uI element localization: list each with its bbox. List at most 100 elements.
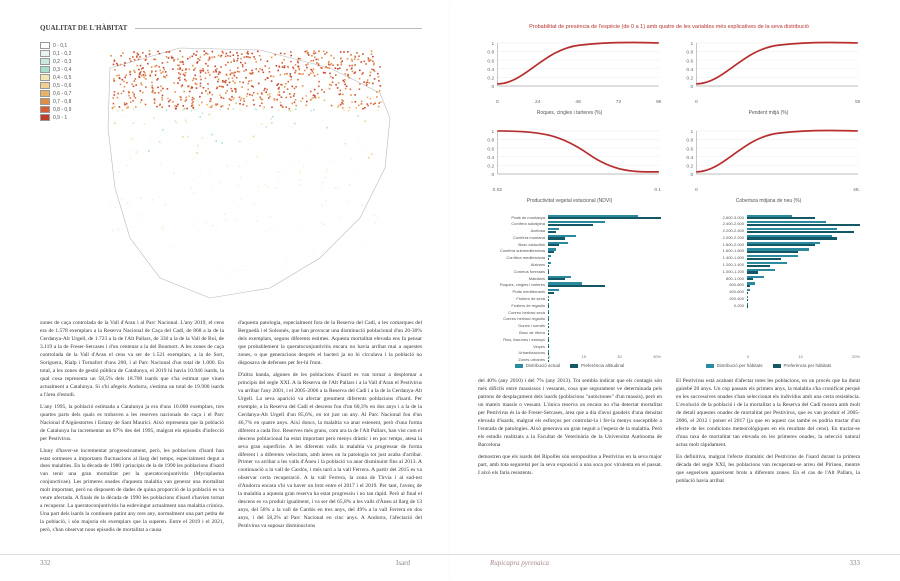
paragraph: d'aquesta patologia, especialment fora d… bbox=[238, 320, 422, 368]
svg-text:0.8: 0.8 bbox=[686, 138, 693, 144]
svg-text:0.4: 0.4 bbox=[686, 155, 693, 161]
svg-text:55: 55 bbox=[855, 99, 860, 105]
svg-text:1: 1 bbox=[491, 129, 494, 135]
habitat-title: QUALITAT DE L'HÀBITAT bbox=[40, 24, 127, 32]
svg-text:0: 0 bbox=[695, 99, 698, 105]
svg-text:48: 48 bbox=[575, 99, 581, 105]
svg-text:0.2: 0.2 bbox=[487, 164, 494, 170]
paragraph: del 40% (any 2010) i del 7% (any 2013). … bbox=[478, 378, 662, 450]
hbar-row: 2.000-2.200 bbox=[677, 234, 860, 240]
hbar-row: Conífera submediterrània bbox=[478, 248, 661, 254]
legend-row: 0,9 - 1 bbox=[40, 114, 88, 121]
habitat-header: QUALITAT DE L'HÀBITAT bbox=[40, 24, 422, 32]
hbar-row: Prats mediterranis bbox=[478, 289, 661, 295]
svg-text:0: 0 bbox=[695, 187, 698, 193]
svg-text:1: 1 bbox=[690, 129, 693, 135]
page-number: 332 bbox=[40, 559, 51, 567]
paragraph: zones de caça controlada de la Vall d'Ar… bbox=[40, 320, 224, 400]
legend-row: 0,4 - 0,5 bbox=[40, 74, 88, 81]
hbar-row: Conreu herbaci secà bbox=[478, 309, 661, 315]
svg-text:0.2: 0.2 bbox=[686, 164, 693, 170]
hbar-row: Dunes i sorrals bbox=[478, 323, 661, 329]
body-text-right: del 40% (any 2010) i del 7% (any 2013). … bbox=[478, 378, 860, 486]
svg-text:0.6: 0.6 bbox=[686, 58, 693, 64]
hbar-row: Urbanitzacions bbox=[478, 350, 661, 356]
legend-row: 0 - 0,1 bbox=[40, 42, 88, 49]
response-chart: 00.20.40.60.81 024487296 Roques, cingles… bbox=[478, 36, 661, 116]
hbar-row: Conreu herbaci regadiu bbox=[478, 316, 661, 322]
hbar-row: 1.000-1.200 bbox=[677, 268, 860, 274]
svg-text:0.6: 0.6 bbox=[487, 146, 494, 152]
hbar-row: Avetosa bbox=[478, 228, 661, 234]
response-chart: 00.20.40.60.81 048.2 Cobertura mitjana d… bbox=[677, 124, 860, 204]
hbar-row: 0-200 bbox=[677, 302, 860, 308]
chart-grid: 00.20.40.60.81 024487296 Roques, cingles… bbox=[478, 36, 860, 204]
hbar-row: 1.600-1.800 bbox=[677, 248, 860, 254]
legend-row: 0,1 - 0,2 bbox=[40, 50, 88, 57]
svg-text:0.8: 0.8 bbox=[487, 50, 494, 56]
svg-text:1: 1 bbox=[491, 41, 494, 47]
hbar-row: 1.400-1.600 bbox=[677, 255, 860, 261]
hbar-row: Vinyes bbox=[478, 343, 661, 349]
svg-text:0.2: 0.2 bbox=[487, 76, 494, 82]
svg-text:0.4: 0.4 bbox=[686, 67, 693, 73]
legend-row: 0,8 - 0,9 bbox=[40, 106, 88, 113]
svg-text:48.2: 48.2 bbox=[853, 187, 860, 193]
paragraph: L'any 1995, la població estimada a Catal… bbox=[40, 404, 224, 444]
svg-text:24: 24 bbox=[535, 99, 541, 105]
svg-text:0.4: 0.4 bbox=[487, 155, 494, 161]
left-footer: 332 Isard bbox=[0, 554, 450, 567]
hbar-row: Zones urbanes bbox=[478, 357, 661, 363]
paragraph: El Pestivirus està acabant d'afectar tot… bbox=[676, 378, 860, 450]
hbar-row: 1.200-1.400 bbox=[677, 262, 860, 268]
paragraph: En definitiva, malgrat l'efecte dramàtic… bbox=[676, 454, 860, 486]
paragraph: D'altra banda, algunes de les poblacions… bbox=[238, 372, 422, 531]
left-page: QUALITAT DE L'HÀBITAT 0 - 0,10,1 - 0,20,… bbox=[0, 0, 450, 581]
svg-text:96: 96 bbox=[656, 99, 661, 105]
svg-text:1: 1 bbox=[690, 41, 693, 47]
hbar-row: Fruiters de regadiu bbox=[478, 302, 661, 308]
svg-text:0: 0 bbox=[690, 84, 693, 90]
legend-row: 0,7 - 0,8 bbox=[40, 98, 88, 105]
hbar-row: 2.400-2.600 bbox=[677, 221, 860, 227]
hbar-row: 2.600-3.000 bbox=[677, 214, 860, 220]
hbar-row: 800-1.000 bbox=[677, 275, 860, 281]
hbar-row: 1.800-2.000 bbox=[677, 241, 860, 247]
bar-charts: Prats de muntanya Conífera subalpina Ave… bbox=[478, 214, 860, 368]
svg-text:0: 0 bbox=[491, 84, 494, 90]
svg-text:0: 0 bbox=[496, 99, 499, 105]
svg-text:0.8: 0.8 bbox=[686, 50, 693, 56]
hbar-row: 600-800 bbox=[677, 282, 860, 288]
legend: 0 - 0,10,1 - 0,20,2 - 0,30,3 - 0,40,4 - … bbox=[40, 42, 88, 122]
svg-text:0.11: 0.11 bbox=[654, 187, 661, 193]
response-chart: 00.20.40.60.81 055 Pendent mitjà (%) bbox=[677, 36, 860, 116]
hbar-row: Conífera montana bbox=[478, 234, 661, 240]
svg-text:0.6: 0.6 bbox=[686, 146, 693, 152]
hbar-row: Alzinars bbox=[478, 262, 661, 268]
svg-text:0.2: 0.2 bbox=[686, 76, 693, 82]
hbar-row: Rius, llacunes i estanys bbox=[478, 336, 661, 342]
charts-title: Probabilitat de presència de l'espècie (… bbox=[478, 24, 860, 30]
svg-text:0: 0 bbox=[690, 172, 693, 178]
body-text-left: zones de caça controlada de la Vall d'Ar… bbox=[40, 320, 422, 537]
svg-text:0.4: 0.4 bbox=[487, 67, 494, 73]
svg-text:0.6: 0.6 bbox=[487, 58, 494, 64]
svg-text:72: 72 bbox=[616, 99, 622, 105]
hbar-row: Prats de muntanya bbox=[478, 214, 661, 220]
habitat-bars: Prats de muntanya Conífera subalpina Ave… bbox=[478, 214, 661, 368]
svg-text:0.02: 0.02 bbox=[493, 187, 503, 193]
altitude-bars: 2.600-3.000 2.400-2.600 2.200-2.400 2.00… bbox=[677, 214, 860, 368]
paragraph: Lluny d'haver-se incrementat progressiva… bbox=[40, 448, 224, 536]
hbar-row: Conífera subalpina bbox=[478, 221, 661, 227]
species-vernacular: Isard bbox=[396, 559, 410, 567]
legend-row: 0,6 - 0,7 bbox=[40, 90, 88, 97]
hbar-row: Conreus forestals bbox=[478, 268, 661, 274]
legend-row: 0,2 - 0,3 bbox=[40, 58, 88, 65]
hbar-row: Roques, cingles i tarteres bbox=[478, 282, 661, 288]
page-number: 333 bbox=[850, 559, 861, 567]
map-area: 0 - 0,10,1 - 0,20,2 - 0,30,3 - 0,40,4 - … bbox=[40, 38, 422, 308]
legend-row: 0,5 - 0,6 bbox=[40, 82, 88, 89]
hbar-row: Matollars bbox=[478, 275, 661, 281]
svg-text:0.8: 0.8 bbox=[487, 138, 494, 144]
hbar-row: 2.200-2.400 bbox=[677, 228, 860, 234]
